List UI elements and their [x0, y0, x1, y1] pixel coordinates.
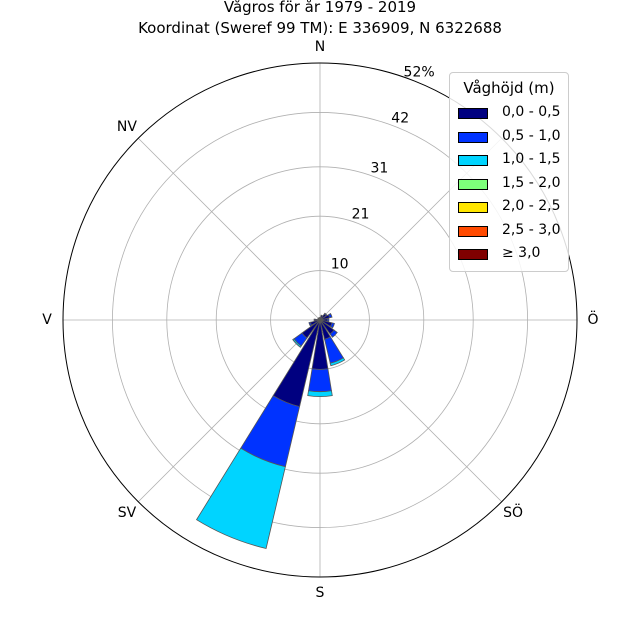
- bar-ÖNÖ-bin-1: [327, 312, 333, 319]
- legend-label: 2,0 - 2,5: [502, 198, 561, 214]
- legend-label: 0,5 - 1,0: [502, 127, 561, 144]
- legend-item: 1,5 - 2,0: [458, 175, 568, 195]
- bar-SSV-bin-2: [196, 447, 286, 549]
- legend-title: Våghöjd (m): [463, 79, 555, 97]
- legend-swatch: [458, 155, 488, 166]
- rose-bars: [196, 312, 346, 549]
- legend-label: ≥ 3,0: [502, 245, 541, 261]
- legend-swatch: [458, 108, 488, 119]
- legend-item: 0,5 - 1,0: [458, 128, 568, 148]
- bar-NÖ-bin-1: [323, 312, 328, 317]
- bar-SÖ-bin-1: [329, 329, 338, 338]
- radial-tick-label: 52%: [404, 65, 435, 81]
- legend-item: 1,0 - 1,5: [458, 151, 568, 171]
- ring-gridline: [215, 215, 425, 425]
- direction-label-v: V: [42, 312, 52, 328]
- legend-item: ≥ 3,0: [458, 245, 568, 265]
- direction-label-sv: SV: [118, 505, 137, 521]
- radial-tick-labels: 10 21 31 42 52%: [331, 65, 435, 273]
- radial-tick-label: 21: [352, 206, 370, 222]
- direction-label-ö: Ö: [587, 310, 598, 328]
- legend-swatch: [458, 225, 488, 237]
- radial-gridline: [137, 319, 321, 503]
- bar-SV-bin-2: [292, 338, 302, 348]
- legend-swatch: [458, 178, 488, 190]
- direction-label-nv: NV: [117, 119, 137, 135]
- bar-NNV-bin-0: [318, 317, 321, 321]
- legend: Våghöjd (m) 0,0 - 0,5 0,5 - 1,0 1,0 - 1,5 1…: [449, 72, 569, 272]
- legend-swatch: [458, 249, 488, 260]
- radial-tick-label: 31: [370, 161, 388, 177]
- chart-title: Vågros för år 1979 - 2019: [223, 0, 417, 16]
- chart-subtitle: Koordinat (Sweref 99 TM): E 336909, N 63…: [138, 19, 502, 37]
- radial-tick-label: 42: [391, 110, 409, 126]
- ring-gridline: [112, 112, 528, 528]
- legend-swatch: [458, 202, 488, 213]
- direction-label-s: S: [316, 585, 325, 601]
- direction-label-sö: SÖ: [503, 503, 523, 521]
- legend-label: 2,5 - 3,0: [502, 221, 561, 238]
- legend-label: 0,0 - 0,5: [502, 104, 561, 120]
- direction-label-n: N: [315, 39, 325, 55]
- radial-gridline: [137, 137, 321, 321]
- direction-labels: N NV V SV S SÖ Ö: [42, 39, 598, 601]
- bar-Ö-bin-1: [326, 318, 330, 322]
- outer-frame: [62, 62, 578, 578]
- bar-S-bin-1: [308, 368, 332, 393]
- ring-gridline: [166, 166, 474, 474]
- legend-label: 1,5 - 2,0: [502, 174, 561, 191]
- bar-ÖSÖ-bin-1: [329, 322, 335, 329]
- legend-label: 1,0 - 1,5: [502, 151, 561, 167]
- legend-item: 0,0 - 0,5: [458, 104, 568, 124]
- bar-VSV-bin-1: [308, 321, 313, 327]
- legend-swatch: [458, 131, 488, 143]
- legend-item: 2,0 - 2,5: [458, 198, 568, 218]
- bar-S-bin-2: [307, 390, 333, 398]
- radial-tick-label: 10: [331, 256, 349, 272]
- bar-V-bin-1: [313, 318, 316, 322]
- radial-gridline: [319, 319, 503, 503]
- bar-SSÖ-bin-2: [329, 357, 346, 367]
- legend-item: 2,5 - 3,0: [458, 222, 568, 242]
